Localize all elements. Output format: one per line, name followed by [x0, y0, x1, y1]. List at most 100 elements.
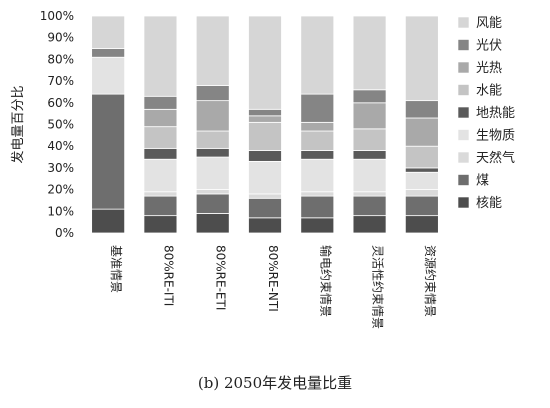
- bar-segment: [91, 48, 126, 58]
- bar-segment: [352, 215, 387, 234]
- bar-segment: [404, 171, 439, 191]
- bar-segment: [143, 95, 178, 110]
- bar-segment: [352, 150, 387, 160]
- bar-segment: [143, 126, 178, 149]
- bar-segment: [195, 85, 230, 102]
- bar-segment: [248, 115, 282, 123]
- bar-segment: [195, 100, 230, 132]
- bar-segment: [300, 195, 335, 219]
- legend-label: 光伏: [476, 39, 502, 54]
- y-tick-label: 70%: [47, 74, 74, 88]
- bar-segment: [143, 147, 178, 160]
- bar-segment: [248, 108, 282, 117]
- bar-segment: [404, 167, 439, 173]
- y-axis: 0% 10% 20% 30% 40% 50% 60% 70% 80% 90% 100%: [40, 9, 74, 240]
- bar-segment: [248, 15, 282, 110]
- bar-segment: [91, 208, 126, 234]
- y-tick-label: 60%: [47, 96, 74, 110]
- x-tick-label: 灵活性约束情景: [371, 245, 386, 329]
- legend-swatch: [457, 151, 470, 164]
- bar-segment: [248, 121, 282, 151]
- legend-swatch: [457, 106, 470, 119]
- x-tick-label: 基准情景: [109, 245, 123, 293]
- x-tick-label: 资源约束情景: [423, 245, 438, 317]
- bar-segment: [143, 108, 178, 128]
- plot-area: [91, 15, 439, 234]
- bar-segment: [300, 121, 335, 132]
- legend-label: 水能: [476, 84, 502, 99]
- figure-caption: (b) 2050年发电量比重: [197, 374, 353, 392]
- y-tick-label: 20%: [47, 183, 74, 197]
- legend-swatch: [457, 196, 470, 209]
- bar-segment: [195, 193, 230, 214]
- bar-segment: [143, 191, 178, 197]
- bar-segment: [248, 160, 282, 195]
- legend-label: 煤: [476, 174, 489, 189]
- legend-swatch: [457, 39, 470, 51]
- bar-segment: [404, 100, 439, 119]
- bar-segment: [352, 191, 387, 197]
- x-axis-labels: 基准情景 80%RE-ITI 80%RE-ETI 80%RE-NTI 输电约束情景 灵活性…: [109, 245, 438, 329]
- legend-label: 光热: [476, 61, 502, 76]
- y-tick-label: 90%: [47, 31, 74, 45]
- y-axis-label: 发电量百分比: [10, 85, 26, 163]
- bar-segment: [352, 15, 387, 91]
- bar-segment: [300, 217, 335, 234]
- bar-segment: [91, 93, 126, 210]
- bar-segment: [300, 191, 335, 197]
- bar-segment: [352, 158, 387, 193]
- bar-segment: [195, 147, 230, 158]
- bar-segment: [248, 217, 282, 234]
- bar-segment: [404, 15, 439, 102]
- y-tick-label: 50%: [47, 118, 74, 132]
- legend-swatch: [457, 16, 470, 29]
- legend-swatch: [457, 84, 470, 96]
- legend-label: 核能: [476, 196, 502, 211]
- bar-segment: [143, 215, 178, 234]
- legend-swatch: [457, 129, 470, 141]
- y-tick-label: 80%: [47, 52, 74, 66]
- bar-segment: [195, 130, 230, 149]
- bar-segment: [195, 15, 230, 86]
- bar-segment: [91, 56, 126, 95]
- bar-segment: [300, 93, 335, 123]
- x-tick-label: 80%RE-ETI: [214, 245, 228, 310]
- bar-segment: [300, 15, 335, 95]
- bar-segment: [195, 156, 230, 191]
- x-tick-label: 输电约束情景: [318, 245, 333, 317]
- bar-segment: [352, 128, 387, 151]
- bar-segment: [248, 197, 282, 219]
- y-tick-label: 30%: [47, 161, 74, 175]
- bar-segment: [404, 189, 439, 197]
- y-tick-label: 0%: [55, 226, 74, 240]
- y-tick-label: 100%: [40, 9, 74, 23]
- legend-swatch: [457, 174, 470, 186]
- bar-segment: [300, 158, 335, 193]
- legend-swatch: [457, 61, 470, 74]
- bar-segment: [300, 150, 335, 160]
- bar-segment: [143, 15, 178, 97]
- bar-segment: [91, 15, 126, 49]
- x-tick-label: 80%RE-NTI: [266, 245, 280, 312]
- y-tick-label: 40%: [47, 139, 74, 153]
- y-tick-label: 10%: [47, 204, 74, 218]
- bar-segment: [248, 193, 282, 199]
- bar-segment: [248, 150, 282, 162]
- bar-segment: [352, 89, 387, 104]
- bar-segment: [352, 102, 387, 130]
- bar-segment: [404, 145, 439, 169]
- bar-segment: [195, 213, 230, 234]
- legend-label: 风能: [476, 16, 502, 31]
- bar-segment: [404, 117, 439, 147]
- bar-segment: [195, 189, 230, 195]
- bar-segment: [404, 215, 439, 234]
- x-tick-label: 80%RE-ITI: [161, 245, 175, 306]
- bar-segment: [143, 195, 178, 217]
- bar-segment: [300, 130, 335, 151]
- bar-segment: [352, 195, 387, 217]
- bar-segment: [404, 195, 439, 217]
- legend-label: 天然气: [476, 150, 515, 166]
- bar-segment: [143, 158, 178, 193]
